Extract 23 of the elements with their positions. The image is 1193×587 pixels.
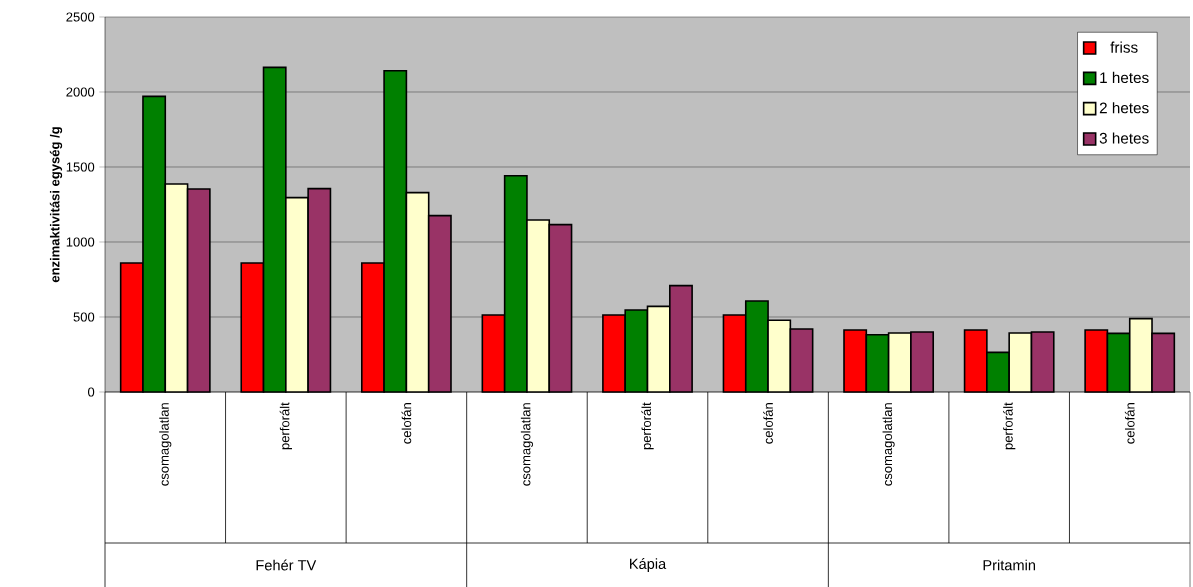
x-tick-label: perforált [641, 402, 654, 450]
y-tick-label: 0 [87, 387, 95, 397]
text: Pritamin [983, 559, 1036, 571]
y-tick-label: 500 [73, 312, 95, 322]
y-axis-title: enzimaktivitási egység /g [49, 127, 63, 283]
x-tick-label: perforált [279, 402, 292, 450]
y-tick-label: 2500 [66, 12, 95, 22]
text: Kápia [630, 558, 667, 572]
legend-label: 1 hetes [1100, 71, 1149, 84]
x-tick-label: perforált [1003, 402, 1016, 450]
x-tick-label: csomagolatlan [882, 403, 895, 486]
y-tick-label: 1000 [66, 237, 95, 247]
text: Fehér TV [256, 559, 317, 571]
legend-label: 3 hetes [1099, 132, 1149, 144]
legend-label: 2 hetes [1099, 102, 1149, 114]
x-tick-label: csomagolatlan [520, 403, 534, 486]
y-tick-label: 1500 [66, 162, 95, 172]
x-tick-label: celofán [763, 403, 773, 444]
y-tick-label: 2000 [66, 87, 95, 97]
legend-label: friss [1110, 41, 1138, 53]
x-tick-label: celofán [1124, 403, 1135, 444]
x-tick-label: celofán [401, 403, 412, 444]
x-tick-label: csomagolatlan [159, 403, 172, 486]
